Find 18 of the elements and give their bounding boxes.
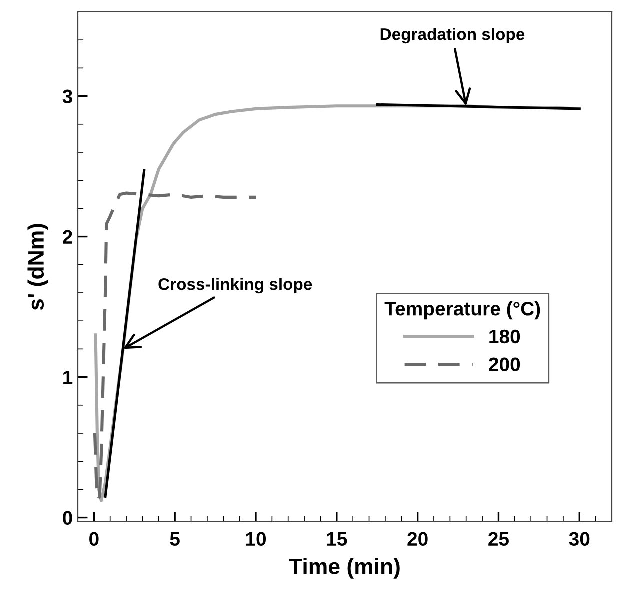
- y-tick-label: 1: [64, 370, 73, 384]
- annotation: Degradation slope: [380, 28, 525, 44]
- y-tick-label: 2: [63, 230, 72, 244]
- x-axis-title: Time (min): [289, 558, 400, 579]
- y-tick-label: 3: [62, 90, 72, 104]
- annotation: Cross-linking slope: [158, 278, 312, 294]
- legend-label: 200: [489, 358, 520, 372]
- x-tick-label: 20: [408, 532, 428, 546]
- legend-label: 180: [490, 330, 520, 344]
- y-axis-title: s' (dNm): [28, 224, 48, 310]
- x-tick-label: 5: [170, 532, 180, 546]
- x-tick-label: 15: [327, 532, 348, 546]
- legend-title: Temperature (°C): [384, 301, 540, 320]
- y-tick-label: 0: [63, 511, 72, 526]
- x-tick-label: 0: [90, 532, 99, 546]
- x-tick-label: 10: [246, 532, 266, 546]
- x-tick-label: 30: [569, 532, 590, 546]
- x-tick-label: 25: [488, 532, 509, 546]
